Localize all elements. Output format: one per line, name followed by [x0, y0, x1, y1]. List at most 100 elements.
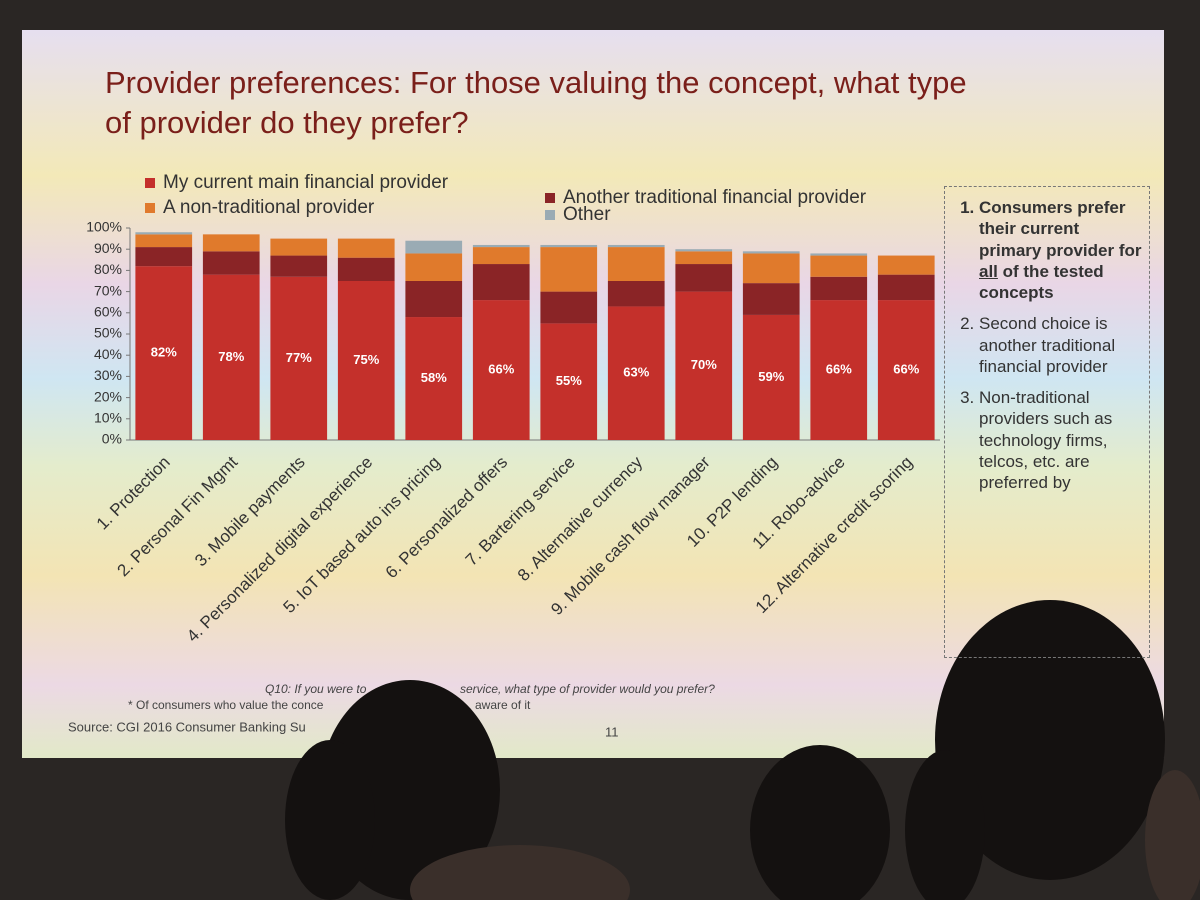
chart-title: Provider preferences: For those valuing …	[105, 65, 967, 140]
footer-text: Q10: If you were to	[265, 682, 367, 696]
bar-segment	[607, 306, 665, 440]
bar-segment	[270, 238, 328, 256]
bar-segment	[675, 264, 733, 292]
bar-segment	[405, 240, 463, 254]
value-label: 66%	[488, 361, 514, 376]
bar-segment	[472, 244, 530, 248]
bar-segment	[742, 253, 800, 284]
value-label: 66%	[826, 361, 852, 376]
y-tick-label: 20%	[94, 388, 122, 404]
audience-head	[1145, 770, 1200, 900]
legend-label: A non-traditional provider	[163, 197, 375, 218]
y-tick-label: 90%	[94, 240, 122, 256]
audience-head	[905, 750, 985, 900]
y-tick-label: 60%	[94, 304, 122, 320]
footer-text: service, what type of provider would you…	[460, 682, 715, 696]
audience	[285, 600, 1200, 900]
legend-label: Other	[563, 204, 611, 225]
note-item: Consumers prefer their current primary p…	[979, 197, 1143, 303]
bar-segment	[337, 238, 395, 258]
y-tick-label: 0%	[102, 431, 122, 447]
value-label: 63%	[623, 365, 649, 380]
legend-label: Another traditional financial provider	[563, 187, 867, 208]
legend-swatch	[145, 178, 155, 188]
bar-segment	[472, 264, 530, 301]
bar-segment	[202, 234, 260, 252]
note-item: Second choice is another traditional fin…	[979, 313, 1143, 377]
bar-segment	[810, 300, 868, 440]
value-label: 58%	[421, 370, 447, 385]
value-label: 78%	[218, 349, 244, 364]
legend-swatch	[545, 210, 555, 220]
value-label: 77%	[286, 350, 312, 365]
y-tick-label: 50%	[94, 325, 122, 341]
bar-segment	[540, 291, 598, 324]
bar-segment	[135, 232, 193, 235]
value-label: 82%	[151, 345, 177, 360]
bar-segment	[472, 300, 530, 440]
bar-segment	[675, 249, 733, 252]
audience-head	[935, 600, 1165, 880]
y-tick-label: 30%	[94, 367, 122, 383]
audience-head	[750, 745, 890, 900]
note-text: Second choice is another traditional fin…	[979, 314, 1116, 376]
bar-segment	[877, 274, 935, 301]
bar-segment	[742, 251, 800, 254]
footer-text: * Of consumers who value the conce	[128, 698, 324, 712]
note-text: of the tested concepts	[979, 261, 1104, 302]
bar-segment	[675, 251, 733, 265]
y-tick-label: 70%	[94, 282, 122, 298]
bar-segment	[742, 314, 800, 440]
footer-text: Source: CGI 2016 Consumer Banking Su	[68, 719, 306, 734]
bar-segment	[135, 234, 193, 248]
value-label: 70%	[691, 357, 717, 372]
bar-segment	[607, 281, 665, 307]
legend-swatch	[545, 193, 555, 203]
bar-segment	[405, 281, 463, 318]
value-label: 59%	[758, 369, 784, 384]
bar-segment	[540, 247, 598, 292]
bar-segment	[877, 255, 935, 275]
notes-box: Consumers prefer their current primary p…	[944, 186, 1150, 658]
bar-segment	[202, 251, 260, 275]
bar-segment	[607, 244, 665, 248]
bar-segment	[270, 255, 328, 277]
bar-segment	[540, 323, 598, 440]
bar-segment	[540, 244, 598, 248]
bar-segment	[270, 276, 328, 440]
legend-swatch	[145, 203, 155, 213]
bar-segment	[742, 283, 800, 315]
bar-segment	[607, 247, 665, 281]
bar-segment	[877, 300, 935, 440]
value-label: 66%	[893, 361, 919, 376]
bar-segment	[675, 291, 733, 440]
y-tick-label: 10%	[94, 410, 122, 426]
bar-segment	[337, 281, 395, 440]
bar-segment	[405, 253, 463, 281]
y-tick-label: 80%	[94, 261, 122, 277]
legend-label: My current main financial provider	[163, 172, 449, 193]
audience-head	[410, 845, 630, 900]
audience-head	[285, 740, 375, 900]
footer-text: aware of it	[475, 698, 531, 712]
note-item: Non-traditional providers such as techno…	[979, 387, 1143, 493]
value-label: 55%	[556, 373, 582, 388]
bar-segment	[810, 255, 868, 277]
bar-segment	[405, 317, 463, 440]
bar-segment	[202, 274, 260, 440]
bar-segment	[810, 276, 868, 301]
bar-segment	[135, 247, 193, 267]
note-text: Non-traditional providers such as techno…	[979, 388, 1113, 492]
y-tick-label: 40%	[94, 346, 122, 362]
bar-segment	[810, 253, 868, 256]
footer-text: 11	[605, 724, 619, 739]
bar-segment	[135, 266, 193, 440]
bar-segment	[337, 257, 395, 281]
y-tick-label: 100%	[86, 219, 122, 235]
value-label: 75%	[353, 352, 379, 367]
note-emphasis: all	[979, 261, 998, 281]
bar-segment	[472, 247, 530, 265]
note-text: Consumers prefer their current primary p…	[979, 198, 1142, 260]
